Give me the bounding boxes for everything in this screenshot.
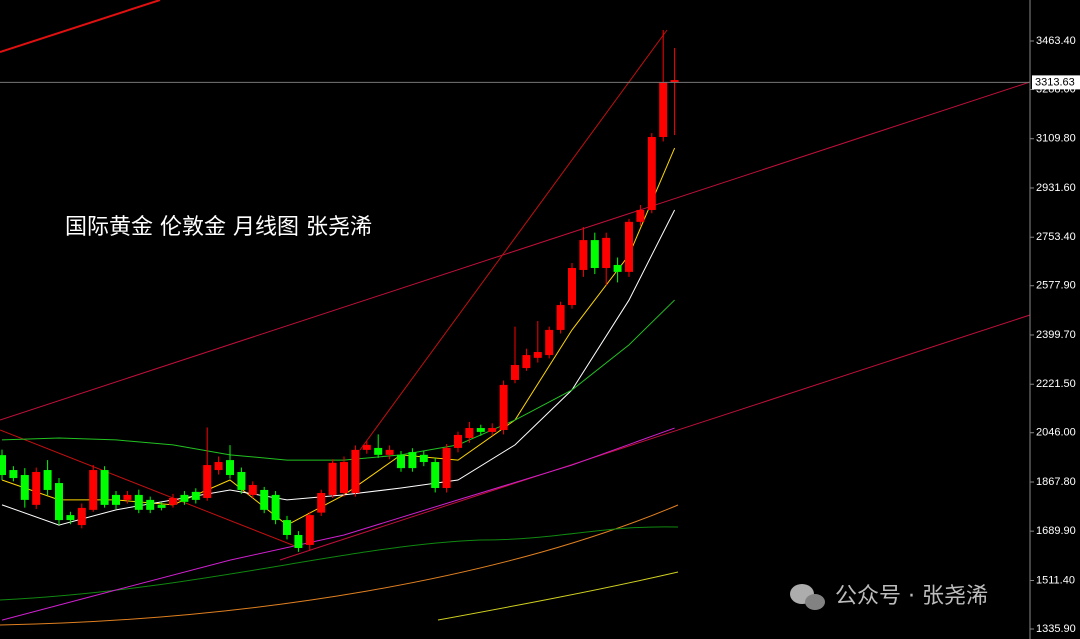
ma-line: [1, 147, 676, 526]
y-tick-label: 1335.90: [1036, 623, 1076, 635]
candle-body: [328, 462, 337, 495]
candle-body: [226, 460, 234, 476]
ma-curve: [0, 504, 679, 626]
candle-body: [568, 268, 576, 306]
y-tick-label: 2931.60: [1036, 182, 1076, 194]
candle-body: [511, 365, 519, 380]
candle-body: [545, 329, 554, 356]
trend-line: [359, 29, 668, 451]
candle-body: [157, 504, 166, 508]
candle-body: [237, 471, 246, 490]
y-tick-label: 1511.40: [1036, 574, 1075, 586]
candle-body: [533, 352, 542, 358]
candle-body: [488, 428, 497, 432]
candle-body: [419, 454, 428, 463]
candle-body: [191, 491, 200, 500]
last-price-box: [1032, 75, 1080, 90]
candle-body: [43, 470, 52, 490]
candle-body: [647, 137, 656, 210]
last-price-label: 3313.63: [1035, 76, 1075, 88]
candle-body: [431, 462, 440, 489]
candle-body: [522, 355, 531, 369]
candle-body: [89, 470, 98, 510]
candle-body: [476, 428, 485, 432]
candle-body: [636, 209, 645, 222]
ma-curve: [437, 571, 679, 621]
candle-body: [408, 452, 417, 469]
candle-body: [442, 447, 451, 489]
candle-body: [579, 240, 588, 270]
candle-body: [123, 494, 132, 500]
candle-body: [602, 237, 611, 269]
chart-title: 国际黄金 伦敦金 月线图 张尧浠: [65, 215, 372, 240]
y-tick-label: 2046.00: [1036, 427, 1076, 439]
candle-body: [385, 449, 394, 455]
candle-body: [590, 240, 599, 269]
candle-body: [362, 444, 371, 450]
trend-line: [0, 429, 301, 549]
y-tick-label: 1689.90: [1036, 525, 1076, 537]
candle-body: [454, 434, 462, 448]
candle-body: [248, 484, 257, 495]
candle-body: [134, 494, 143, 510]
candle-body: [340, 462, 348, 493]
candle-body: [55, 483, 63, 521]
trend-lines: [0, 0, 1031, 626]
candle-body: [625, 221, 633, 272]
trend-line: [0, 81, 1031, 421]
candle-body: [0, 455, 6, 476]
candle-body: [100, 470, 109, 505]
ma-line: [1, 299, 675, 461]
candle-body: [9, 470, 18, 479]
candle-body: [670, 80, 679, 83]
candle-body: [556, 305, 565, 330]
candle-body: [659, 82, 668, 138]
candle-body: [169, 497, 177, 505]
watermark-text: 公众号 · 张尧浠: [835, 584, 988, 609]
ma-curve: [0, 526, 679, 601]
candle-body: [112, 494, 120, 505]
watermark: 公众号 · 张尧浠: [790, 584, 988, 610]
candle-body: [77, 507, 86, 526]
candle-body: [613, 264, 622, 272]
candle-body: [294, 534, 303, 548]
candle-body: [283, 520, 291, 535]
wechat-icon: [805, 594, 825, 610]
candle-body: [260, 489, 269, 510]
candle-body: [305, 515, 314, 545]
candle-body: [374, 447, 383, 455]
ma-line: [1, 427, 675, 621]
candle-body: [203, 465, 212, 498]
candle-body: [499, 384, 508, 430]
candle-body: [317, 492, 326, 513]
trend-line: [279, 314, 1031, 561]
y-tick-label: 2221.50: [1036, 378, 1076, 390]
candle-body: [465, 428, 474, 438]
candle-body: [351, 449, 360, 493]
candle-body: [397, 454, 405, 469]
candle-body: [146, 499, 155, 510]
candle-body: [66, 515, 75, 521]
y-tick-label: 2753.40: [1036, 231, 1076, 243]
y-tick-label: 2577.90: [1036, 280, 1076, 292]
candle-body: [214, 462, 223, 471]
trend-line: [0, 0, 161, 53]
y-tick-label: 1867.80: [1036, 476, 1076, 488]
candle-body: [271, 494, 280, 521]
candle-body: [20, 475, 29, 500]
y-tick-label: 2399.70: [1036, 329, 1076, 341]
candle-body: [180, 494, 189, 502]
candle-body: [32, 471, 41, 505]
y-tick-label: 3463.40: [1036, 35, 1076, 47]
y-tick-label: 3109.80: [1036, 133, 1076, 145]
